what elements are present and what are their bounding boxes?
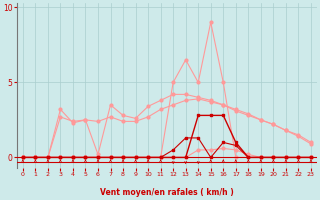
X-axis label: Vent moyen/en rafales ( km/h ): Vent moyen/en rafales ( km/h ) <box>100 188 234 197</box>
